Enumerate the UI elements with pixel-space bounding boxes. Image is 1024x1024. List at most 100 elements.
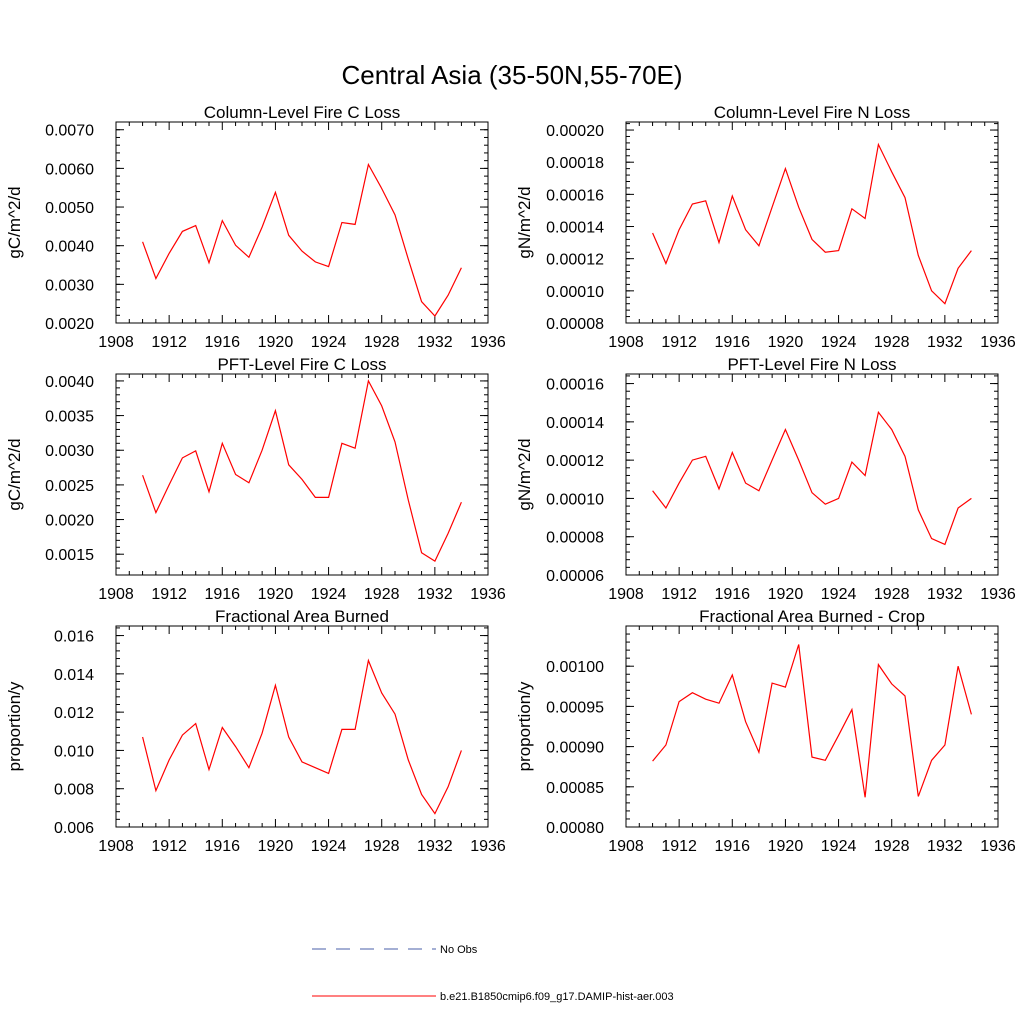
panel-4: PFT-Level Fire N Loss gN/m^2/d 1908 1912 191… — [515, 355, 1016, 603]
y-tick-label: 0.00010 — [546, 491, 604, 508]
x-tick-label: 1932 — [417, 838, 453, 855]
y-tick-label: 0.016 — [54, 629, 94, 646]
x-tick-label: 1928 — [874, 334, 910, 351]
y-tick-label: 0.00012 — [546, 453, 604, 470]
legend-model-label: b.e21.B1850cmip6.f09_g17.DAMIP-hist-aer.… — [440, 991, 674, 1003]
x-tick-label: 1924 — [821, 334, 857, 351]
y-tick-label: 0.00014 — [546, 220, 604, 237]
y-tick-label: 0.00100 — [546, 659, 604, 676]
y-tick-label: 0.00014 — [546, 415, 604, 432]
x-tick-label: 1936 — [980, 838, 1016, 855]
x-tick-label: 1916 — [714, 838, 750, 855]
x-tick-label: 1928 — [364, 586, 400, 603]
x-tick-label: 1920 — [258, 586, 294, 603]
x-tick-label: 1932 — [417, 586, 453, 603]
y-tick-label: 0.0030 — [45, 277, 94, 294]
panel-title: Column-Level Fire N Loss — [714, 103, 911, 122]
series-line — [142, 162, 462, 317]
y-tick-label: 0.00012 — [546, 252, 604, 269]
panel-3: PFT-Level Fire C Loss gC/m^2/d 1908 1912 191… — [5, 355, 506, 603]
x-tick-label: 1912 — [151, 838, 187, 855]
series-line — [142, 658, 462, 815]
panel-title: Column-Level Fire C Loss — [204, 103, 401, 122]
plot-frame — [625, 121, 999, 324]
x-tick-label: 1916 — [714, 586, 750, 603]
y-tick-label: 0.0035 — [45, 409, 94, 426]
figure-title: Central Asia (35-50N,55-70E) — [341, 60, 682, 90]
y-tick-label: 0.0070 — [45, 123, 94, 140]
x-tick-label: 1936 — [980, 334, 1016, 351]
x-tick-label: 1916 — [204, 334, 240, 351]
y-tick-label: 0.0040 — [45, 374, 94, 391]
x-tick-label: 1924 — [821, 838, 857, 855]
y-axis-label: gC/m^2/d — [5, 438, 24, 510]
x-tick-label: 1928 — [874, 586, 910, 603]
x-tick-label: 1912 — [661, 838, 697, 855]
x-tick-label: 1936 — [980, 586, 1016, 603]
x-tick-label: 1932 — [927, 838, 963, 855]
x-tick-label: 1908 — [98, 586, 134, 603]
x-tick-label: 1932 — [927, 586, 963, 603]
x-tick-label: 1920 — [768, 334, 804, 351]
panel-title: Fractional Area Burned — [215, 607, 389, 626]
y-tick-label: 0.0020 — [45, 513, 94, 530]
y-tick-label: 0.008 — [54, 782, 94, 799]
x-tick-label: 1924 — [821, 586, 857, 603]
panel-title: Fractional Area Burned - Crop — [699, 607, 925, 626]
x-tick-label: 1908 — [608, 838, 644, 855]
x-tick-label: 1908 — [98, 334, 134, 351]
y-tick-label: 0.0015 — [45, 547, 94, 564]
panel-title: PFT-Level Fire C Loss — [217, 355, 386, 374]
y-tick-label: 0.006 — [54, 820, 94, 837]
x-tick-label: 1924 — [311, 334, 347, 351]
panel-2: Column-Level Fire N Loss gN/m^2/d 1908 1912… — [515, 103, 1016, 351]
x-tick-label: 1924 — [311, 586, 347, 603]
x-tick-label: 1920 — [258, 838, 294, 855]
y-tick-label: 0.0025 — [45, 478, 94, 495]
x-tick-label: 1924 — [311, 838, 347, 855]
legend: No Obs b.e21.B1850cmip6.f09_g17.DAMIP-hi… — [312, 944, 674, 1003]
y-tick-label: 0.00080 — [546, 820, 604, 837]
x-tick-label: 1936 — [470, 334, 506, 351]
y-tick-label: 0.0050 — [45, 200, 94, 217]
y-axis-label: proportion/y — [515, 681, 534, 771]
x-tick-label: 1932 — [417, 334, 453, 351]
y-tick-label: 0.010 — [54, 743, 94, 760]
y-tick-label: 0.00020 — [546, 123, 604, 140]
y-tick-label: 0.00016 — [546, 377, 604, 394]
x-tick-label: 1928 — [364, 838, 400, 855]
x-tick-label: 1912 — [151, 334, 187, 351]
plot-frame — [115, 121, 489, 324]
y-tick-label: 0.0020 — [45, 316, 94, 333]
x-tick-label: 1916 — [714, 334, 750, 351]
y-tick-label: 0.0040 — [45, 239, 94, 256]
panel-6: Fractional Area Burned - Crop proportion/… — [515, 607, 1016, 855]
y-axis-label: gN/m^2/d — [515, 186, 534, 258]
plot-frame — [625, 373, 999, 576]
plot-frame — [625, 625, 999, 828]
y-axis-label: proportion/y — [5, 681, 24, 771]
chart-panels: Column-Level Fire C Loss gC/m^2/d 1908 1912… — [5, 103, 1016, 855]
x-tick-label: 1912 — [151, 586, 187, 603]
panel-5: Fractional Area Burned proportion/y 1908 19… — [5, 607, 506, 855]
series-line — [652, 644, 972, 798]
x-tick-label: 1920 — [768, 838, 804, 855]
x-tick-label: 1908 — [98, 838, 134, 855]
x-tick-label: 1916 — [204, 838, 240, 855]
series-line — [652, 410, 972, 546]
y-tick-label: 0.00016 — [546, 187, 604, 204]
x-tick-label: 1928 — [874, 838, 910, 855]
series-line — [142, 379, 462, 562]
x-tick-label: 1908 — [608, 586, 644, 603]
y-axis-label: gC/m^2/d — [5, 186, 24, 258]
y-tick-label: 0.0030 — [45, 443, 94, 460]
y-tick-label: 0.012 — [54, 705, 94, 722]
y-tick-label: 0.00090 — [546, 740, 604, 757]
x-tick-label: 1920 — [768, 586, 804, 603]
plot-frame — [115, 373, 489, 576]
x-tick-label: 1912 — [661, 334, 697, 351]
x-tick-label: 1936 — [470, 586, 506, 603]
y-tick-label: 0.00008 — [546, 530, 604, 547]
y-tick-label: 0.00085 — [546, 780, 604, 797]
